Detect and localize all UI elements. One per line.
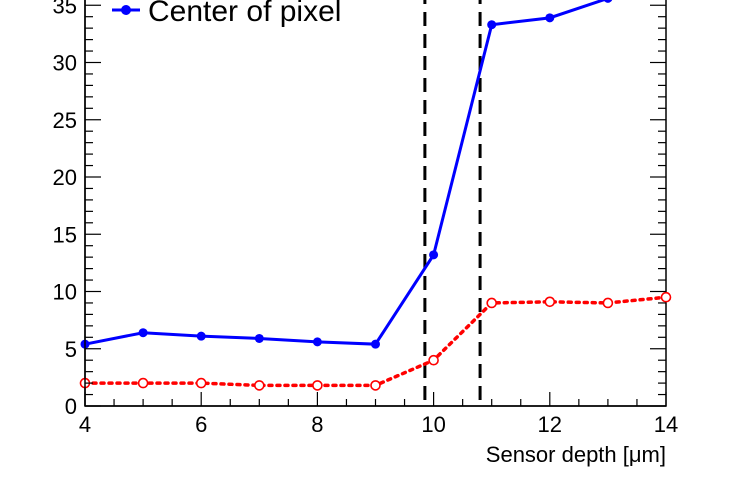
y-tick-label: 10 (53, 280, 77, 305)
legend-marker (121, 5, 131, 15)
y-tick-label: 20 (53, 165, 77, 190)
legend-label-center-of-pixel: Center of pixel (148, 0, 341, 28)
data-point (602, 297, 614, 309)
data-point (254, 333, 264, 343)
y-ticks: 0 5 10 15 20 25 30 35 (53, 0, 666, 419)
data-point (195, 377, 207, 389)
x-tick-label: 12 (538, 412, 562, 437)
x-tick-label: 14 (654, 412, 678, 437)
x-axis-title: Sensor depth [μm] (486, 442, 666, 467)
data-point (428, 354, 439, 366)
data-point (196, 331, 206, 341)
y-tick-label: 25 (53, 108, 77, 133)
data-point (660, 291, 672, 303)
x-tick-label: 10 (421, 412, 445, 437)
axes: 4 6 8 10 12 14 0 5 10 15 20 25 30 35 (53, 0, 678, 437)
reference-lines (423, 0, 482, 406)
x-tick-label: 4 (79, 412, 91, 437)
series-line-0 (84, 0, 608, 346)
plot-area: 4 6 8 10 12 14 0 5 10 15 20 25 30 35 Sensor depth [μ… (53, 0, 678, 467)
data-point (137, 377, 149, 389)
series-layer (79, 0, 672, 391)
data-point (544, 296, 556, 308)
data-point (312, 380, 323, 391)
y-tick-label: 30 (53, 51, 77, 76)
data-point (429, 250, 439, 260)
data-point (370, 380, 381, 391)
y-tick-label: 0 (65, 394, 77, 419)
y-tick-label: 15 (53, 222, 77, 247)
x-tick-label: 8 (311, 412, 323, 437)
data-point (545, 13, 555, 23)
x-ticks: 4 6 8 10 12 14 (79, 392, 678, 437)
x-tick-label: 6 (195, 412, 207, 437)
data-point (486, 297, 498, 309)
data-point (487, 20, 497, 30)
data-point (312, 337, 322, 347)
data-point (253, 380, 265, 391)
y-tick-label: 35 (53, 0, 77, 18)
data-point (603, 0, 613, 3)
data-point (371, 339, 380, 349)
legend: Center of pixel (112, 0, 341, 28)
y-tick-label: 5 (65, 337, 77, 362)
data-point (138, 328, 148, 338)
